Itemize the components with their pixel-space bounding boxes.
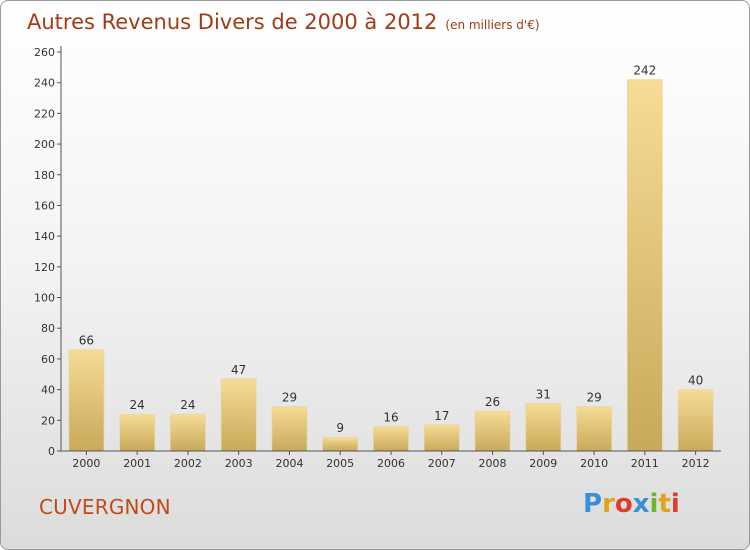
value-label-2002: 24: [180, 398, 195, 412]
bar-2009: [525, 403, 562, 452]
value-label-2009: 31: [536, 387, 551, 401]
x-tick-label-2011: 2011: [631, 457, 659, 470]
chart-title: Autres Revenus Divers de 2000 à 2012 (en …: [27, 10, 540, 34]
x-tick-label-2009: 2009: [529, 457, 557, 470]
value-label-2000: 66: [79, 334, 94, 348]
title-text: Autres Revenus Divers de 2000 à 2012: [27, 10, 438, 34]
logo-letter: P: [583, 489, 603, 519]
y-tick-label-220: 220: [34, 107, 55, 120]
bar-2000: [68, 349, 105, 452]
bar-2010: [576, 406, 612, 452]
logo-letter: o: [614, 489, 633, 519]
bar-2002: [170, 413, 206, 452]
x-tick-label-2008: 2008: [479, 457, 507, 470]
value-label-2011: 242: [633, 64, 656, 78]
bar-2011: [626, 79, 663, 452]
commune-name: CUVERGNON: [39, 495, 171, 519]
y-tick-label-200: 200: [34, 138, 55, 151]
value-label-2010: 29: [586, 391, 601, 405]
bar-2007: [423, 424, 460, 452]
bar-2003: [220, 378, 257, 452]
value-label-2005: 9: [336, 421, 344, 435]
x-tick-label-2006: 2006: [377, 457, 405, 470]
value-label-2007: 17: [434, 409, 449, 423]
y-tick-label-40: 40: [41, 384, 55, 397]
bar-2006: [373, 426, 409, 452]
y-tick-label-80: 80: [41, 322, 55, 335]
x-tick-label-2003: 2003: [225, 457, 253, 470]
logo-letter: i: [670, 489, 680, 519]
logo-letter: x: [632, 489, 650, 519]
proxiti-logo: Proxiti: [583, 489, 680, 519]
bar-2001: [119, 413, 155, 452]
value-label-2001: 24: [130, 398, 145, 412]
logo-letter: r: [602, 489, 615, 519]
value-label-2006: 16: [383, 410, 398, 424]
y-tick-label-120: 120: [34, 261, 55, 274]
y-tick-label-240: 240: [34, 77, 55, 90]
y-tick-label-100: 100: [34, 292, 55, 305]
axes-group: 2000 2001 2002 2003 2004 2005 2006 2007 2008 2009…: [34, 46, 721, 470]
x-tick-label-2004: 2004: [276, 457, 304, 470]
value-label-2004: 29: [282, 391, 297, 405]
y-tick-label-140: 140: [34, 230, 55, 243]
value-label-2003: 47: [231, 363, 246, 377]
bar-2012: [677, 389, 714, 452]
y-tick-label-20: 20: [41, 414, 55, 427]
logo-letter: t: [658, 489, 671, 519]
y-tick-label-260: 260: [34, 46, 55, 59]
unit-text: (en milliers d'€): [445, 18, 540, 32]
logo-letter: i: [649, 489, 659, 519]
x-tick-label-2012: 2012: [682, 457, 710, 470]
y-tick-label-60: 60: [41, 353, 55, 366]
value-label-2012: 40: [688, 374, 703, 388]
bar-2008: [474, 410, 511, 452]
x-tick-label-2000: 2000: [72, 457, 100, 470]
value-label-2008: 26: [485, 395, 500, 409]
x-tick-label-2005: 2005: [326, 457, 354, 470]
bar-2005: [322, 436, 359, 452]
y-tick-label-160: 160: [34, 200, 55, 213]
y-tick-label-0: 0: [48, 445, 55, 458]
x-tick-label-2001: 2001: [123, 457, 151, 470]
x-tick-label-2002: 2002: [174, 457, 202, 470]
bars-group: 66 24 24 47 29 9 16 17 26 31 29 242 40: [68, 64, 714, 452]
x-tick-label-2007: 2007: [428, 457, 456, 470]
y-tick-label-180: 180: [34, 169, 55, 182]
x-tick-label-2010: 2010: [580, 457, 608, 470]
bar-2004: [271, 406, 308, 452]
